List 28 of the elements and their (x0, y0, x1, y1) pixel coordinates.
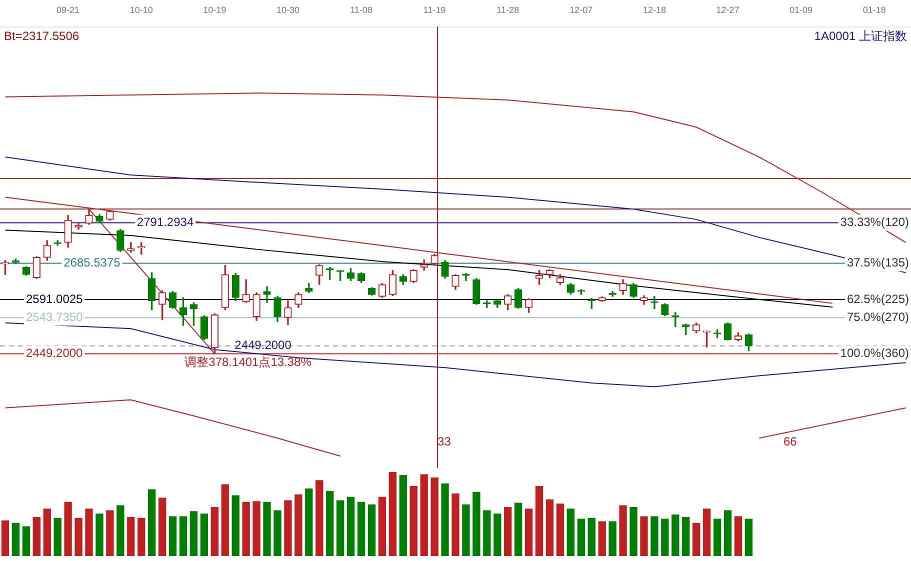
x-tick-label: 01-09 (790, 4, 813, 15)
x-tick-label: 10-10 (130, 4, 153, 15)
ref-line-label: 2543.7350 (26, 310, 84, 324)
x-tick-label: 01-18 (862, 4, 886, 15)
annotation: 100.0%(360) (840, 346, 909, 360)
annotation: 33.33%(120) (840, 215, 909, 230)
x-tick-label: 11-19 (423, 4, 446, 15)
annotation: 37.5%(135) (846, 256, 909, 270)
x-tick-label: 11-08 (350, 4, 372, 15)
annotation: 62.5%(225) (846, 292, 909, 306)
x-tick-label: 12-27 (716, 4, 740, 15)
annotation: 66 (783, 434, 798, 448)
x-tick-label: 10-30 (276, 4, 300, 15)
annotation: 调整378.1401点13.38% (184, 355, 312, 370)
annotation: 1A0001 上证指数 (814, 29, 907, 44)
x-tick-label: 09-21 (56, 4, 80, 15)
ref-line-label: 2791.2934 (136, 215, 194, 230)
x-tick-label: 12-18 (642, 4, 666, 15)
annotation: 75.0%(270) (846, 310, 909, 324)
x-tick-label: 12-07 (570, 4, 593, 15)
ref-line-label: 2591.0025 (26, 292, 84, 306)
ref-line-label: 2685.5375 (64, 256, 121, 270)
annotation: 2449.2000 (234, 338, 292, 352)
x-tick-label: 11-28 (496, 4, 520, 15)
ref-line-label: 33 (438, 434, 452, 448)
annotation: Bt=2317.5506 (4, 29, 80, 44)
x-tick-label: 10-19 (203, 4, 226, 15)
ref-line-label: 2449.2000 (26, 346, 84, 360)
